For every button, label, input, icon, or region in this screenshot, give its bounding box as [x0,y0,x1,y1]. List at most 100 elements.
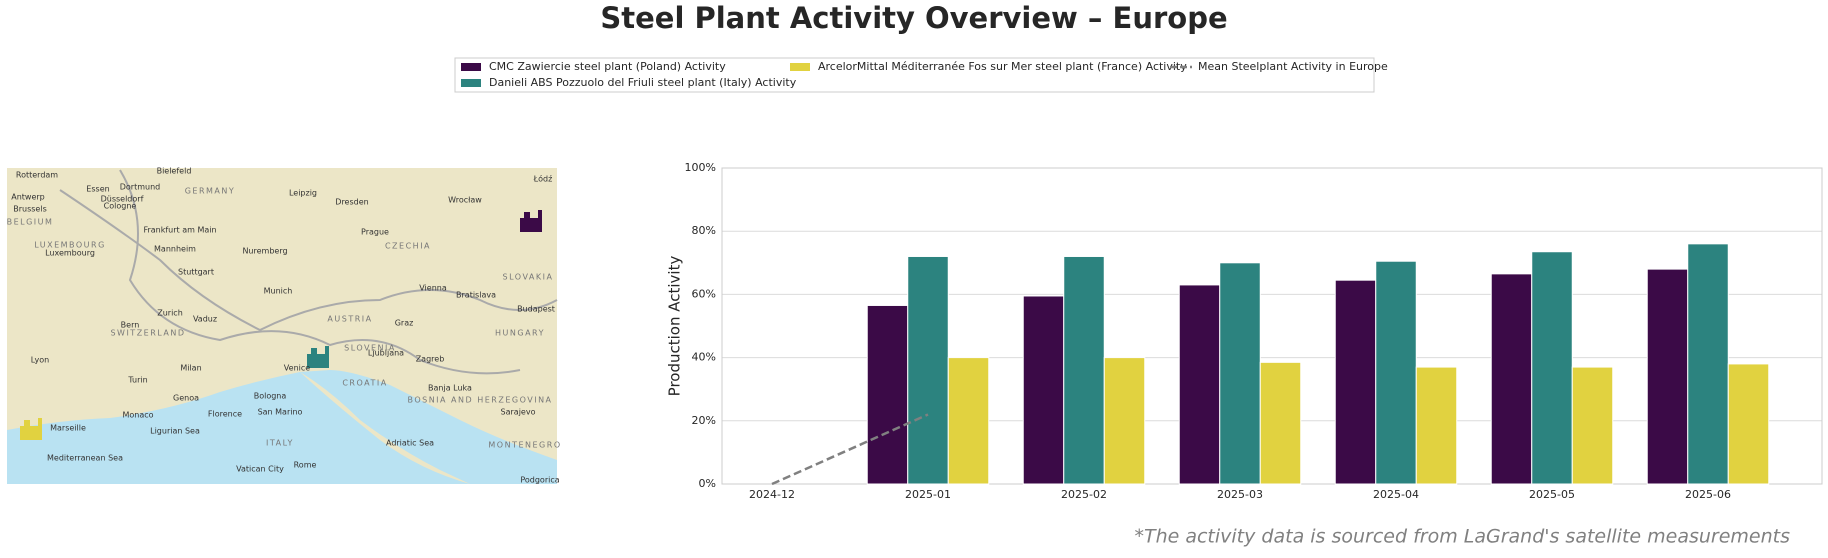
map-label: Podgorica [520,476,559,485]
map-label: Ligurian Sea [150,427,200,436]
map-label: Zurich [157,309,183,318]
map-label: Bratislava [456,291,496,300]
y-tick-label: 40% [692,351,716,364]
map-label: Ljubljana [368,349,404,358]
map-label: San Marino [258,408,303,417]
map-label: Venice [284,364,310,373]
map-label: Genoa [173,394,199,403]
map: Rotterdam Essen Dortmund Bielefeld GERMANY Le… [7,167,561,485]
bar [947,357,990,485]
legend-label: ArcelorMittal Méditerranée Fos sur Mer s… [818,60,1187,73]
map-sea [300,370,557,484]
map-label: Bielefeld [157,167,192,176]
map-label: Wrocław [448,196,482,205]
map-label: Mediterranean Sea [47,454,123,463]
map-label: BELGIUM [7,218,54,227]
map-label: Milan [180,364,201,373]
map-label: Graz [395,319,414,328]
bar [1571,366,1614,485]
bar [1415,366,1458,485]
map-label: Turin [127,376,147,385]
map-label: Sarajevo [501,408,536,417]
map-label: Prague [361,228,389,237]
map-label: Vienna [419,284,447,293]
map-label: AUSTRIA [327,315,372,324]
map-label: Düsseldorf [101,195,144,204]
map-label: Dresden [335,198,368,207]
map-label: SWITZERLAND [110,329,185,338]
mean-line [771,413,929,486]
map-label: MONTENEGRO [488,441,561,450]
map-label: CZECHIA [385,242,431,251]
map-label: Łódź [533,174,553,184]
map-label: Antwerp [11,193,45,202]
legend-label: Danieli ABS Pozzuolo del Friuli steel pl… [489,76,797,89]
bar [1103,357,1146,485]
map-border [59,189,558,332]
x-tick-label: 2025-05 [1529,488,1575,501]
map-label: Munich [264,287,293,296]
y-tick-label: 80% [692,224,716,237]
map-label: Florence [208,410,242,419]
x-tick-label: 2025-01 [905,488,951,501]
map-label: HUNGARY [495,329,545,338]
map-label: Lyon [31,356,49,365]
legend-swatch [461,79,481,87]
x-tick-label: 2024-12 [749,488,795,501]
chart-title: Steel Plant Activity Overview – Europe [600,1,1227,35]
plant-icon [520,210,542,232]
bar [1259,361,1302,485]
map-label: Rotterdam [16,171,58,180]
plant-icon [307,346,329,368]
map-label: Zagreb [416,355,445,364]
map-label: GERMANY [185,187,236,196]
map-label: Dortmund [120,183,161,192]
map-label: Adriatic Sea [386,439,434,448]
map-label: ITALY [266,439,294,448]
map-label: Luxembourg [45,249,95,258]
bar [1531,251,1573,485]
map-label: Nuremberg [242,247,287,256]
y-tick-label: 60% [692,287,716,300]
map-label: Leipzig [289,189,317,198]
bar [1687,243,1729,485]
legend-swatch [461,63,481,71]
bar [1022,295,1065,485]
bar [1178,284,1221,485]
x-tick-label: 2025-02 [1061,488,1107,501]
y-tick-label: 100% [685,161,716,174]
map-label: BOSNIA AND HERZEGOVINA [407,396,552,405]
bar [1334,279,1377,485]
y-axis-label: Production Activity [666,256,684,397]
x-tick-label: 2025-06 [1685,488,1731,501]
legend-box [454,57,1375,93]
bar [1727,363,1770,485]
map-label: Mannheim [154,245,196,254]
map-label: CROATIA [342,379,387,388]
x-tick-label: 2025-03 [1217,488,1263,501]
map-label: Banja Luka [428,384,472,393]
bar [866,304,909,485]
map-border [119,169,521,375]
footnote: *The activity data is sourced from LaGra… [1134,526,1790,548]
plant-icon [20,418,42,440]
x-tick-label: 2025-04 [1373,488,1419,501]
bar [907,255,949,485]
bar [1219,262,1261,485]
map-label: Bologna [254,392,287,401]
map-label: Stuttgart [178,268,214,277]
y-tick-label: 20% [692,414,716,427]
map-label: Bern [121,321,140,330]
map-label: Essen [86,185,109,194]
map-label: Vatican City [236,465,284,474]
bar [1063,255,1105,485]
map-label: Vaduz [193,315,217,324]
map-label: Brussels [13,205,47,214]
legend-swatch [790,63,810,71]
map-label: SLOVAKIA [503,273,554,282]
map-label: LUXEMBOURG [34,241,106,250]
legend-label: Mean Steelplant Activity in Europe [1198,60,1388,73]
y-tick-label: 0% [699,477,716,490]
map-label: Rome [294,461,317,470]
map-sea [7,372,470,484]
